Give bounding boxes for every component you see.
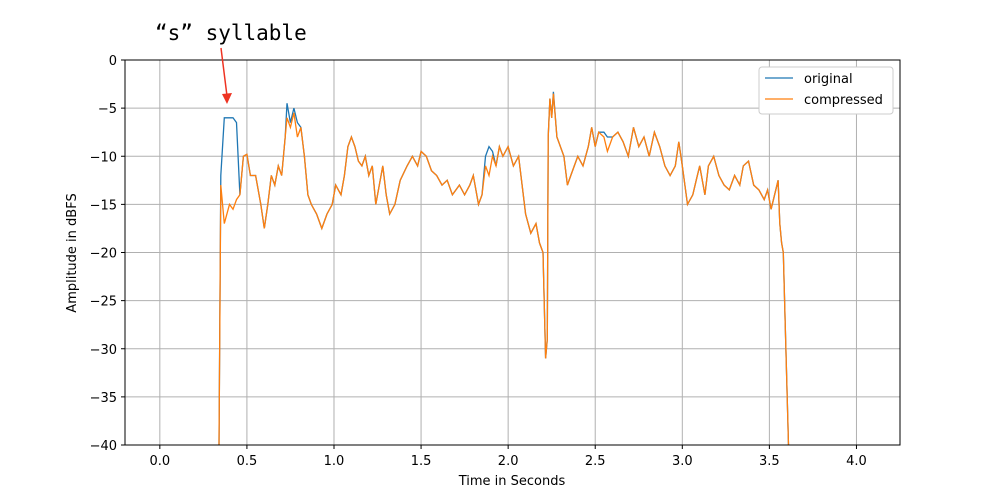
x-axis-label: Time in Seconds <box>458 474 566 489</box>
annotation-arrow <box>220 47 228 97</box>
y-tick-label: −30 <box>90 343 117 358</box>
y-tick-label: −5 <box>98 102 117 117</box>
x-tick-label: 1.5 <box>411 454 432 469</box>
x-tick-label: 3.5 <box>759 454 780 469</box>
annotation-arrowhead <box>222 93 232 104</box>
series-line <box>218 93 790 445</box>
y-tick-label: −40 <box>90 439 117 454</box>
x-tick-label: 2.5 <box>585 454 606 469</box>
legend-label: original <box>804 72 853 87</box>
x-tick-label: 1.0 <box>324 454 345 469</box>
y-tick-label: −35 <box>90 391 117 406</box>
x-tick-label: 4.0 <box>846 454 867 469</box>
y-tick-label: −15 <box>90 198 117 213</box>
x-tick-label: 3.0 <box>672 454 693 469</box>
annotation: “s” syllable <box>155 21 307 45</box>
legend-box <box>758 66 894 115</box>
y-tick-label: −25 <box>90 295 117 310</box>
x-tick-label: 0.5 <box>237 454 258 469</box>
x-tick-label: 2.0 <box>498 454 519 469</box>
legend: original compressed <box>758 66 894 115</box>
y-axis-label: Amplitude in dBFS <box>65 193 80 312</box>
legend-label: compressed <box>804 93 883 108</box>
plot-area <box>218 91 790 445</box>
x-tick-label: 0.0 <box>149 454 170 469</box>
y-tick-label: 0 <box>109 54 117 69</box>
y-tick-label: −10 <box>90 150 117 165</box>
y-tick-label: −20 <box>90 247 117 262</box>
